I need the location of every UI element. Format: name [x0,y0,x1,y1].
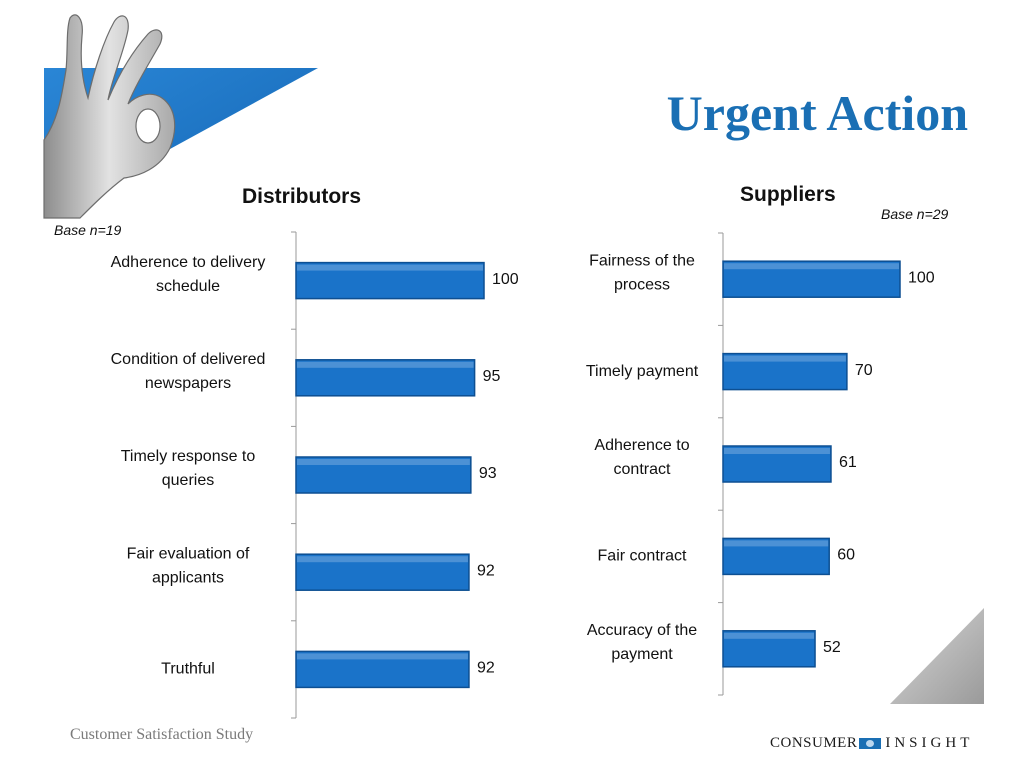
suppliers-bar-5 [722,630,816,668]
suppliers-bar-3 [722,445,832,483]
distributors-category-label-4: Fair evaluation of [127,545,250,562]
suppliers-bar-highlight-2 [724,355,846,362]
suppliers-bar-highlight-4 [724,540,829,547]
distributors-bar-3 [295,456,472,494]
suppliers-bar-1 [722,260,901,298]
ok-hand-icon [43,14,176,219]
distributors-bar-highlight-5 [297,653,468,660]
suppliers-bar-highlight-3 [724,448,830,454]
distributors-bar-5 [295,650,470,689]
suppliers-bar-highlight-5 [724,632,815,639]
footer-study-name: Customer Satisfaction Study [70,726,254,743]
distributors-value-label-2: 95 [483,368,501,385]
suppliers-category-label-1: Fairness of the [589,252,695,269]
suppliers-category-label-5: payment [611,646,673,663]
suppliers-category-label-1: process [614,276,670,293]
consumer-insight-logo: CONSUMER INSIGHT [770,735,973,752]
distributors-category-label-2: newspapers [145,375,231,392]
suppliers-bar-highlight-1 [724,263,899,270]
suppliers-chart-title: Suppliers [740,183,836,206]
distributors-value-label-5: 92 [477,660,495,677]
suppliers-category-label-4: Fair contract [598,548,687,565]
logo-right-word: INSIGHT [885,735,974,751]
distributors-bar-4 [295,553,470,591]
suppliers-value-label-3: 61 [839,454,857,471]
suppliers-base-note: Base n=29 [881,206,949,222]
distributors-category-label-3: queries [162,472,214,489]
page-title: Urgent Action [666,85,968,141]
distributors-bar-1 [295,261,485,300]
distributors-bar-2 [295,359,476,397]
distributors-value-label-3: 93 [479,465,497,482]
suppliers-bar-4 [722,537,830,576]
suppliers-value-label-1: 100 [908,269,935,286]
distributors-category-label-5: Truthful [161,661,215,678]
distributors-base-note: Base n=19 [54,222,122,238]
logo-left-word: CONSUMER [770,735,858,751]
suppliers-value-label-5: 52 [823,639,841,656]
distributors-category-label-3: Timely response to [121,448,256,465]
suppliers-bar-2 [722,352,848,391]
suppliers-category-label-3: contract [614,461,671,478]
distributors-bar-highlight-1 [297,264,483,271]
suppliers-value-label-2: 70 [855,362,873,379]
distributors-bar-highlight-2 [297,361,474,368]
suppliers-category-label-2: Timely payment [586,363,699,380]
distributors-chart-title: Distributors [242,185,362,208]
distributors-value-label-1: 100 [492,271,519,288]
suppliers-category-label-3: Adherence to [594,437,689,454]
distributors-bar-highlight-4 [297,556,468,563]
distributors-value-label-4: 92 [477,562,495,579]
distributors-category-label-4: applicants [152,569,224,586]
distributors-category-label-2: Condition of delivered [111,351,266,368]
eye-logo-icon [859,738,882,749]
distributors-bar-highlight-3 [297,459,470,465]
grey-corner-triangle [890,608,984,704]
suppliers-value-label-4: 60 [837,547,855,564]
suppliers-category-label-5: Accuracy of the [587,622,697,639]
distributors-category-label-1: schedule [156,278,220,295]
distributors-category-label-1: Adherence to delivery [111,254,266,271]
